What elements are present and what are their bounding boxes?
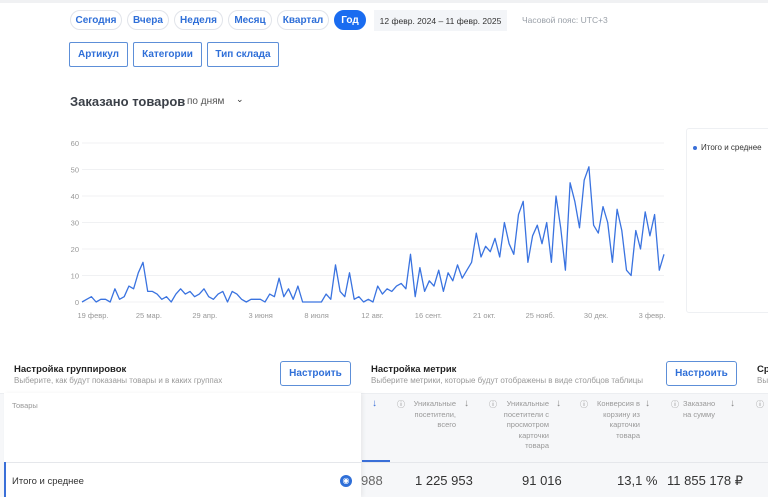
active-column-indicator — [362, 460, 390, 462]
col-header-ordered-sum[interactable]: Заказано на сумму — [683, 399, 716, 419]
series-line — [81, 166, 665, 303]
x-tick-label: 12 авг. — [361, 311, 384, 320]
orders-chart: 0 10 20 30 40 50 60 19 февр. 25 мар. 29 апр. 3 июн… — [71, 139, 666, 320]
period-week[interactable]: Неделя — [174, 10, 223, 30]
legend-dot-icon — [693, 145, 697, 150]
help-icon[interactable]: ⓘ — [489, 400, 497, 409]
period-quarter[interactable]: Квартал — [277, 10, 329, 30]
third-section-title: Ср — [757, 364, 768, 375]
timezone-label: Часовой пояс: UTC+3 — [522, 15, 608, 25]
top-divider — [0, 0, 768, 3]
sort-arrow-icon[interactable]: ↓ — [372, 398, 377, 409]
period-select[interactable]: по дням — [187, 96, 225, 107]
period-today[interactable]: Сегодня — [70, 10, 122, 30]
period-month[interactable]: Месяц — [228, 10, 272, 30]
y-tick-label: 30 — [71, 219, 79, 228]
x-tick-label: 3 июня — [249, 311, 273, 320]
period-year[interactable]: Год — [334, 10, 366, 30]
help-icon[interactable]: ⓘ — [397, 400, 405, 409]
y-tick-label: 20 — [71, 245, 79, 254]
y-tick-label: 40 — [71, 192, 79, 201]
y-tick-label: 50 — [71, 166, 79, 175]
cell-partial: 988 — [361, 473, 383, 488]
row-label: Итого и среднее — [12, 476, 84, 487]
period-yesterday[interactable]: Вчера — [127, 10, 169, 30]
chart-legend: Итого и среднее — [686, 128, 768, 313]
cell-conversion: 13,1 % — [617, 473, 658, 488]
help-icon[interactable]: ⓘ — [671, 400, 679, 409]
x-tick-label: 19 февр. — [77, 311, 108, 320]
metrics-configure-button[interactable]: Настроить — [666, 361, 737, 386]
filter-warehouse-type[interactable]: Тип склада — [207, 42, 279, 67]
cell-visitors: 1 225 953 — [415, 473, 473, 488]
table-row — [4, 462, 768, 497]
col-header-conversion[interactable]: Конверсия в корзину из карточки товара — [597, 399, 640, 440]
y-tick-label: 60 — [71, 139, 79, 148]
grouping-title: Настройка группировок — [14, 364, 127, 375]
goods-column — [4, 393, 361, 497]
y-tick-label: 10 — [71, 272, 79, 281]
col-header-visitors-card[interactable]: Уникальные посетители с просмотром карто… — [503, 399, 549, 450]
x-tick-label: 16 сент. — [415, 311, 442, 320]
third-section-subtitle: Вы — [757, 376, 768, 385]
filter-categories[interactable]: Категории — [133, 42, 202, 67]
filter-article[interactable]: Артикул — [69, 42, 128, 67]
grouping-subtitle: Выберите, как будут показаны товары и в … — [14, 376, 223, 385]
metrics-subtitle: Выберите метрики, которые будут отображе… — [371, 376, 644, 385]
x-tick-label: 3 февр. — [639, 311, 666, 320]
sort-arrow-icon[interactable]: ↓ — [556, 398, 561, 409]
help-icon[interactable]: ⓘ — [580, 400, 588, 409]
x-tick-label: 21 окт. — [473, 311, 496, 320]
sort-arrow-icon[interactable]: ↓ — [730, 398, 735, 409]
sort-arrow-icon[interactable]: ↓ — [464, 398, 469, 409]
metrics-title: Настройка метрик — [371, 364, 457, 375]
help-icon[interactable]: ⓘ — [756, 400, 764, 409]
y-tick-label: 0 — [75, 298, 79, 307]
grouping-configure-button[interactable]: Настроить — [280, 361, 351, 386]
x-tick-label: 30 дек. — [584, 311, 608, 320]
x-tick-label: 29 апр. — [192, 311, 217, 320]
x-tick-label: 25 мар. — [136, 311, 162, 320]
sort-arrow-icon[interactable]: ↓ — [645, 398, 650, 409]
cell-visitors-card: 91 016 — [522, 473, 562, 488]
x-tick-label: 25 нояб. — [526, 311, 555, 320]
date-range-picker[interactable]: 12 февр. 2024 – 11 февр. 2025 — [374, 10, 507, 31]
legend-label[interactable]: Итого и среднее — [701, 143, 762, 152]
col-header-visitors[interactable]: Уникальные посетители, всего — [413, 399, 456, 429]
chart-title: Заказано товаров — [70, 94, 186, 109]
col-goods-header: Товары — [12, 401, 38, 410]
eye-icon[interactable]: ◉ — [340, 475, 352, 487]
row-indicator — [4, 462, 6, 497]
chevron-down-icon[interactable]: ⌄ — [236, 94, 244, 104]
cell-ordered-sum: 11 855 178 ₽ — [667, 473, 743, 488]
x-tick-label: 8 июля — [304, 311, 328, 320]
